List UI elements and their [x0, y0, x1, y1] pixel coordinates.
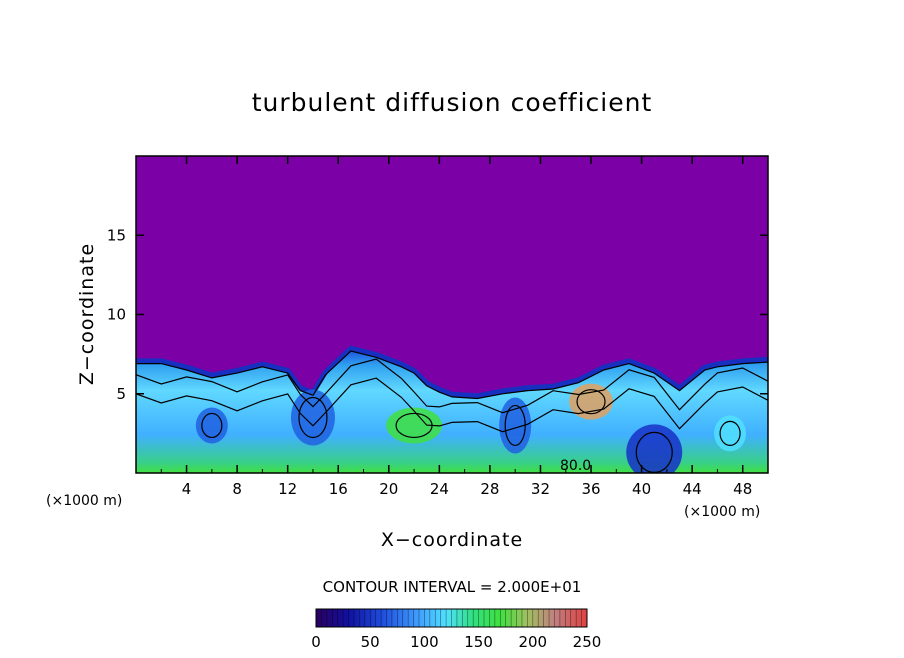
chart-title: turbulent diffusion coefficient — [252, 88, 653, 117]
x-axis-unit-right: (×1000 m) — [684, 504, 760, 520]
colorbar-stripes — [321, 609, 582, 627]
x-tick-label: 32 — [531, 480, 550, 498]
contour-line-1 — [136, 350, 768, 400]
x-axis-label: X−coordinate — [381, 529, 523, 551]
x-tick-label: 12 — [278, 480, 297, 498]
plume-contour-3 — [395, 412, 433, 439]
x-tick-label: 28 — [480, 480, 499, 498]
x-tick-label: 48 — [733, 480, 752, 498]
plot-area — [136, 156, 768, 473]
plume-contour-1 — [201, 412, 223, 439]
plume-2 — [290, 389, 335, 446]
x-axis-unit-left: (×1000 m) — [46, 493, 122, 509]
colorbar-frame — [315, 608, 588, 628]
x-tick-label: 44 — [683, 480, 702, 498]
y-axis-ticks: 5 10 15 — [107, 226, 768, 403]
y-tick-label: 15 — [107, 226, 126, 244]
x-tick-label: 20 — [379, 480, 398, 498]
plume-5 — [569, 383, 614, 420]
x-axis-ticks: 4 8 12 16 20 24 28 32 36 40 44 48 — [160, 156, 752, 498]
contour-lines — [136, 350, 768, 473]
colorbar-ticks: 0 50 100 150 200 250 — [311, 633, 601, 651]
colorbar-tick-label: 150 — [464, 633, 493, 651]
contour-line-3 — [136, 377, 768, 433]
plume-contour-2 — [298, 396, 328, 439]
plume-6 — [626, 424, 683, 473]
x-tick-label: 40 — [632, 480, 651, 498]
contour-interval-text: CONTOUR INTERVAL = 2.000E+01 — [323, 578, 582, 596]
colorbar-tick-label: 250 — [573, 633, 602, 651]
x-tick-label: 8 — [232, 480, 242, 498]
contour-value-label: 80.0 — [560, 458, 591, 474]
x-tick-label: 16 — [329, 480, 348, 498]
plume-contour-4 — [504, 404, 526, 447]
plume-7 — [714, 415, 747, 452]
x-tick-label: 36 — [581, 480, 600, 498]
colorbar-tick-label: 0 — [311, 633, 321, 651]
plume-contour-7 — [719, 420, 741, 446]
boundary-layer-edge — [136, 345, 768, 399]
y-axis-label: Z−coordinate — [76, 243, 98, 385]
y-tick-label: 5 — [116, 385, 126, 403]
contour-line-2 — [136, 358, 768, 414]
colorbar: 0 50 100 150 200 250 — [311, 608, 601, 651]
colorbar-tick-label: 200 — [518, 633, 547, 651]
plume-3 — [386, 407, 443, 444]
y-tick-label: 10 — [107, 306, 126, 324]
plume-1 — [195, 407, 228, 444]
colorbar-tick-label: 100 — [410, 633, 439, 651]
x-tick-label: 4 — [182, 480, 192, 498]
x-tick-label: 24 — [430, 480, 449, 498]
plume-contour-5 — [576, 389, 606, 415]
colorbar-tick-label: 50 — [361, 633, 380, 651]
